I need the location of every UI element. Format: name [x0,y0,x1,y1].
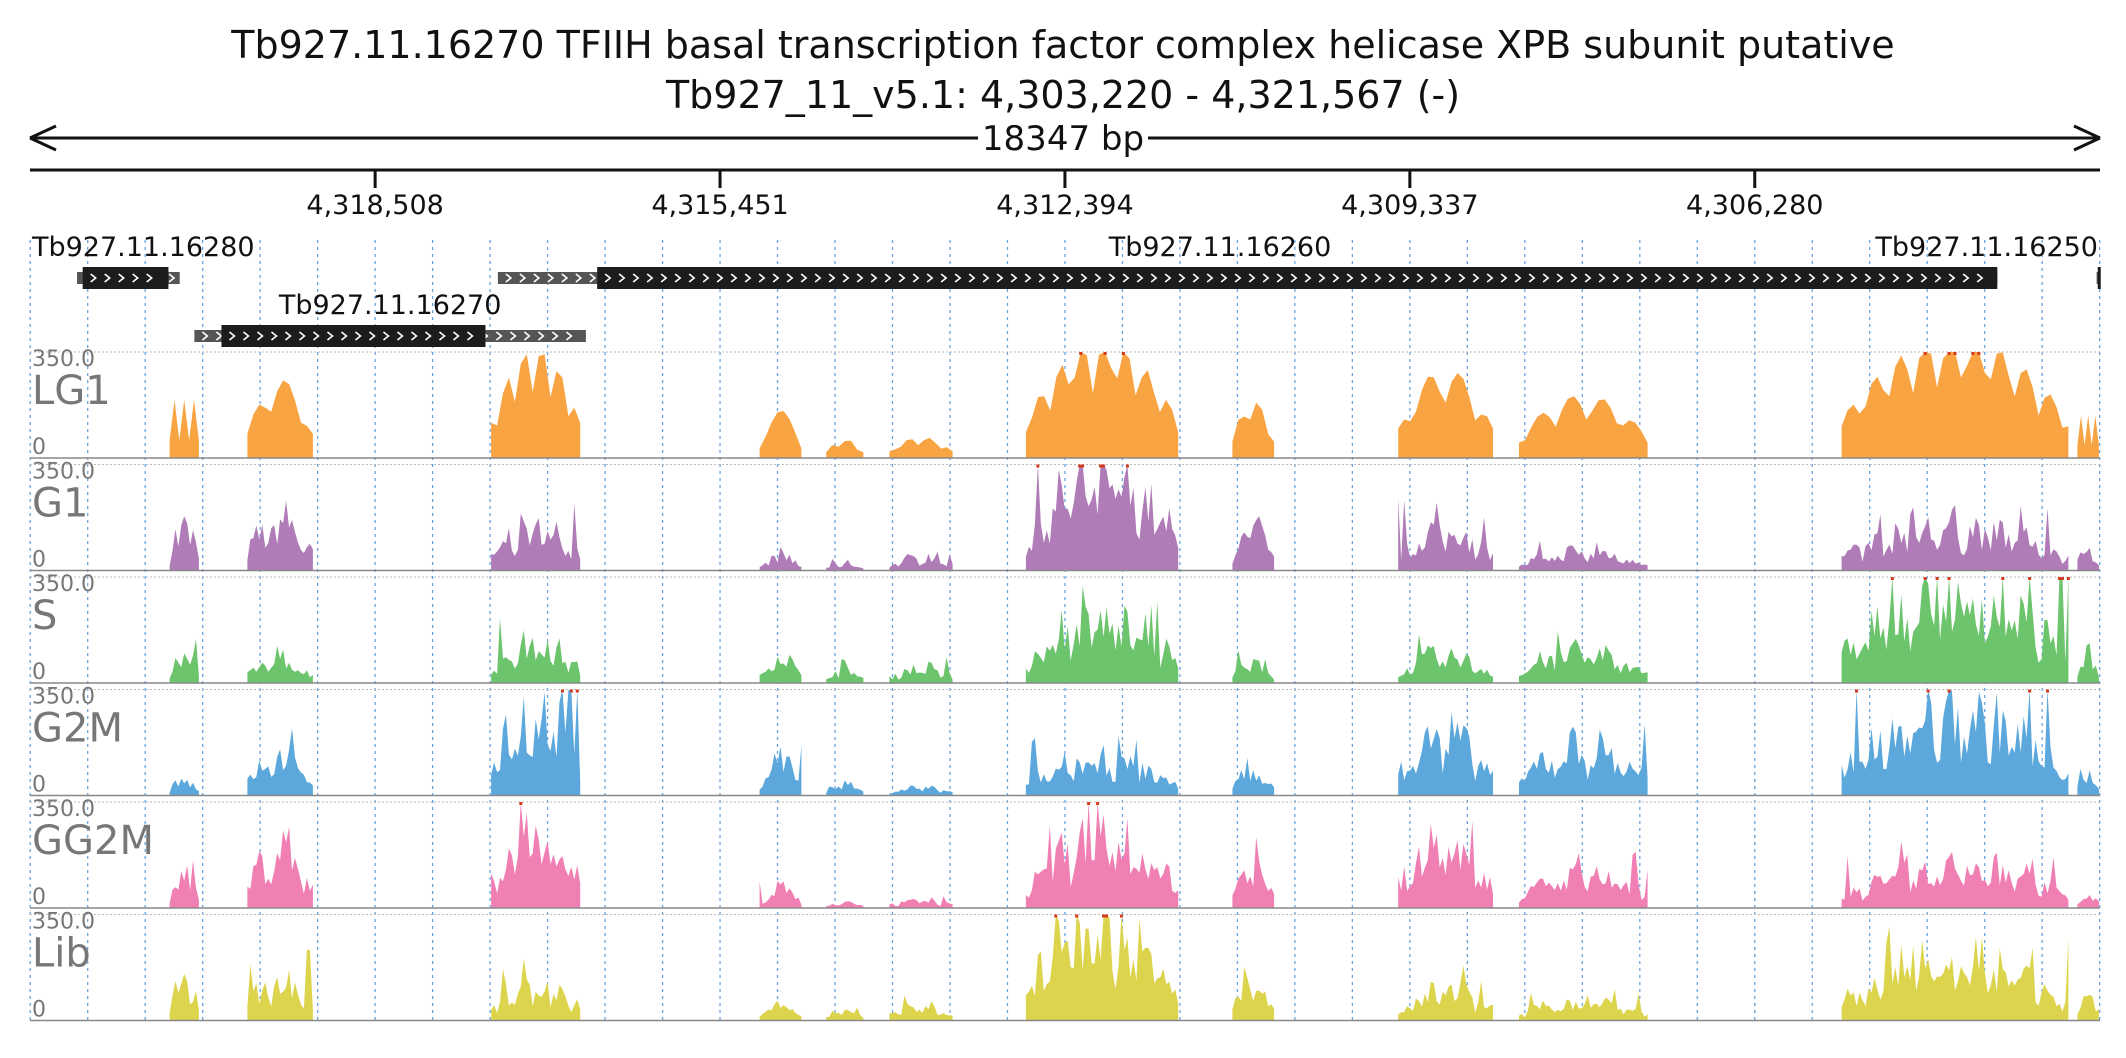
track-name: G1 [32,481,88,527]
clip-marker [1036,464,1040,468]
track-name: S [32,593,57,639]
gene-model[interactable]: Tb927.11.16260 [497,232,1998,289]
track-max-label: 350.0 [32,685,95,710]
span-ruler: 18347 bp [29,118,2101,159]
track-min-label: 0 [32,435,46,460]
track-name: LG1 [32,368,111,414]
clip-marker [1054,914,1058,918]
track-min-label: 0 [32,998,46,1023]
coverage-area [30,464,2100,571]
clip-marker [1947,689,1951,693]
span-label: 18347 bp [982,119,1144,159]
coverage-area [30,689,2100,796]
axis-tick-label: 4,306,280 [1686,190,1823,221]
span-arrow-left-head [29,124,57,152]
coverage-area [30,802,2100,908]
track-max-label: 350.0 [32,797,95,822]
coverage-tracks: 350.0LG10350.0G10350.0S0350.0G2M0350.0GG… [30,347,2100,1023]
clip-marker [1119,914,1123,918]
clip-marker [2028,577,2032,580]
gene-cds [82,267,169,289]
clip-marker [1125,464,1129,468]
gene-model[interactable]: Tb927.11.16280 [31,232,255,289]
clip-marker [2057,577,2061,580]
clip-marker [1079,352,1083,355]
track-max-label: 350.0 [32,347,95,372]
track-name: GG2M [32,818,154,864]
coverage-area [30,352,2100,458]
clip-marker [1103,352,1107,355]
clip-marker [1953,352,1957,355]
coverage-area [30,914,2100,1021]
coverage-track-g1: 350.0G1 0 [30,460,2100,573]
clip-marker [1947,577,1951,580]
gene-cds [2097,267,2101,289]
gene-label: Tb927.11.16250 [1874,232,2098,263]
track-max-label: 350.0 [32,910,95,935]
clip-marker [569,689,573,693]
strand-chevrons [228,331,474,341]
chart-subtitle: Tb927_11_v5.1: 4,303,220 - 4,321,567 (-) [665,73,1460,117]
gene-model[interactable]: Tb927.11.16270 [194,290,586,347]
strand-chevrons [90,273,153,283]
clip-marker [1102,464,1106,468]
clip-marker [1081,464,1085,468]
clip-marker [1923,352,1927,355]
clip-marker [2060,577,2064,580]
gene-cds [221,325,486,347]
clip-marker [1096,802,1100,805]
clip-marker [1099,464,1103,468]
coverage-track-s: 350.0S 0 [30,572,2100,685]
clip-marker [1078,464,1082,468]
track-max-label: 350.0 [32,460,95,485]
track-name: G2M [32,706,123,752]
strand-chevrons [604,273,1984,283]
gene-label: Tb927.11.16270 [278,290,502,321]
gene-track: Tb927.11.16280 Tb927.11.16270 Tb927.11.162… [31,232,2101,347]
clip-marker [560,689,564,693]
clip-marker [519,802,523,805]
gene-model[interactable]: Tb927.11.16250 [1874,232,2101,289]
chart-title: Tb927.11.16270 TFIIH basal transcription… [230,23,1894,67]
clip-marker [1102,914,1106,918]
clip-marker [1947,352,1951,355]
clip-marker [1105,914,1109,918]
clip-marker [1971,352,1975,355]
axis-tick-label: 4,312,394 [996,190,1133,221]
clip-marker [2066,577,2070,580]
span-label-background [978,118,1148,158]
axis-tick-label: 4,318,508 [306,190,443,221]
track-name: Lib [32,931,91,977]
clip-marker [1926,689,1930,693]
clip-marker [1977,352,1981,355]
clip-marker [1087,802,1091,805]
clip-marker [1935,577,1939,580]
clip-marker [1121,352,1125,355]
track-max-label: 350.0 [32,572,95,597]
coordinate-axis: 4,318,508 4,315,451 4,312,394 4,309,337 4,30… [30,168,2100,221]
clip-marker [1855,689,1859,693]
span-arrow-right-head [2073,124,2101,152]
gene-label: Tb927.11.16280 [31,232,255,263]
track-min-label: 0 [32,548,46,573]
clip-marker [1075,914,1079,918]
track-min-label: 0 [32,773,46,798]
clip-marker [2001,577,2005,580]
clip-marker [575,689,579,693]
track-min-label: 0 [32,885,46,910]
axis-tick-label: 4,315,451 [651,190,788,221]
clip-marker [2028,689,2032,693]
track-min-label: 0 [32,660,46,685]
coverage-area [30,577,2100,683]
clip-marker [1890,577,1894,580]
axis-tick-label: 4,309,337 [1341,190,1478,221]
gene-label: Tb927.11.16260 [1108,232,1332,263]
clip-marker [2046,689,2050,693]
clip-marker [1923,577,1927,580]
